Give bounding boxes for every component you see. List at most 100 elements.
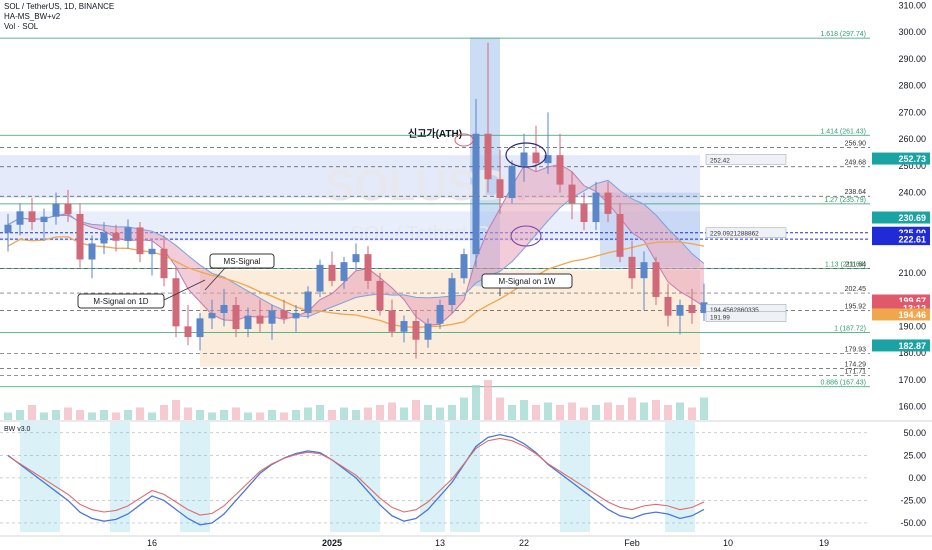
volume-bar <box>376 405 384 420</box>
volume-bar <box>16 410 24 420</box>
indicator-name-2: Vol · SOL <box>4 22 39 31</box>
osc-shaded-band <box>450 422 480 532</box>
candle-body <box>436 304 444 324</box>
candle-body <box>4 224 12 233</box>
volume-bars <box>4 380 708 420</box>
dashed-level-label: 174.29 <box>845 361 867 368</box>
time-tick-label: 13 <box>435 538 445 548</box>
candle-body <box>256 315 264 324</box>
dashed-level-label: 256.90 <box>845 140 867 147</box>
candle-body <box>376 280 384 311</box>
candle-body <box>172 278 180 327</box>
volume-bar <box>124 410 132 420</box>
volume-bar <box>100 410 108 420</box>
volume-bar <box>544 402 552 420</box>
candle-body <box>484 133 492 180</box>
price-tick-label: 260.00 <box>898 134 926 144</box>
volume-bar <box>340 407 348 420</box>
candle-body <box>520 152 528 166</box>
candles[interactable] <box>4 42 708 359</box>
candle-body <box>568 184 576 204</box>
candle-body <box>388 310 396 332</box>
volume-bar <box>160 405 168 420</box>
volume-bar <box>328 410 336 420</box>
price-badge <box>872 339 930 352</box>
volume-bar <box>472 385 480 420</box>
volume-bar <box>148 412 156 420</box>
watermark-description: SOL / TetherUS <box>351 223 490 245</box>
dashed-level-label: 202.45 <box>845 286 867 293</box>
candle-body <box>76 214 84 260</box>
osc-shaded-band <box>665 422 695 532</box>
price-tick-label: 280.00 <box>898 81 926 91</box>
volume-bar <box>520 400 528 420</box>
ma-clouds <box>7 163 705 329</box>
volume-bar <box>556 405 564 420</box>
candle-body <box>40 216 48 223</box>
volume-bar <box>184 407 192 420</box>
volume-bar <box>616 405 624 420</box>
price-tick-label: 300.00 <box>898 27 926 37</box>
ath-highlight-circle <box>454 133 474 147</box>
candle-body <box>52 203 60 217</box>
ms-signal-box <box>209 253 275 269</box>
m-signal-1d-label: M-Signal on 1D <box>93 297 148 306</box>
candle-body <box>460 254 468 279</box>
dashed-level-label: 179.93 <box>845 346 867 353</box>
volume-bar <box>580 407 588 420</box>
top-highlight-circle <box>505 142 547 168</box>
price-tick-label: 310.00 <box>898 0 926 10</box>
candle-body <box>268 310 276 324</box>
small-value-tag-label: 194.4562860335 <box>710 307 759 314</box>
volume-bar <box>688 407 696 420</box>
volume-bar <box>304 407 312 420</box>
volume-bar <box>64 407 72 420</box>
candle-body <box>688 304 696 313</box>
fib-level-label: 1.27 (235.79) <box>824 197 866 204</box>
candle-body <box>112 232 120 241</box>
volume-bar <box>388 402 396 420</box>
fib-level-label: 1 (187.72) <box>834 325 866 332</box>
candle-body <box>664 296 672 316</box>
candle-body <box>208 312 216 319</box>
dashed-level-label: 195.92 <box>845 304 867 311</box>
volume-bar <box>640 402 648 420</box>
candle-body <box>220 304 228 313</box>
fib-level-label: 1.618 (297.74) <box>820 31 866 38</box>
price-badge-label: 194.46 <box>898 310 926 320</box>
price-badge-label: 222.61 <box>898 235 926 245</box>
volume-bar <box>400 407 408 420</box>
ath-label: 신고가(ATH) <box>408 127 462 140</box>
m-signal-1d-box <box>77 293 165 309</box>
ma-ribbon <box>8 164 704 326</box>
volume-bar <box>112 412 120 420</box>
volume-bar <box>208 412 216 420</box>
chart-header: SOL / TetherUS, 1D, BINANCE HA-MS_BW+v2 … <box>4 2 114 32</box>
volume-bar <box>76 410 84 420</box>
m-signal-1w-line <box>7 236 705 329</box>
candle-body <box>88 243 96 260</box>
candle-body <box>328 264 336 281</box>
price-badge-label: 230.69 <box>898 213 926 223</box>
volume-bar <box>268 410 276 420</box>
candle-body <box>316 264 324 292</box>
candle-body <box>136 227 144 255</box>
dashed-level-label: 211.64 <box>845 261 866 268</box>
candle-body <box>232 304 240 330</box>
bw-oscillator <box>0 422 870 532</box>
price-tick-label: 270.00 <box>898 107 926 117</box>
dashed-level-label: 249.68 <box>845 160 867 167</box>
candle-body <box>364 254 372 281</box>
candle-body <box>448 278 456 305</box>
fib-level-label: 1.13 (211.64) <box>825 261 866 268</box>
candle-body <box>604 192 612 215</box>
candle-body <box>148 248 156 255</box>
volume-bar <box>352 410 360 420</box>
price-tick-label: 180.00 <box>898 348 926 358</box>
price-badge <box>872 211 930 224</box>
volume-bar <box>496 397 504 420</box>
osc-slow-line <box>7 437 705 516</box>
price-tick-label: 240.00 <box>898 188 926 198</box>
fib-level-label: 1.414 (261.43) <box>820 128 866 135</box>
